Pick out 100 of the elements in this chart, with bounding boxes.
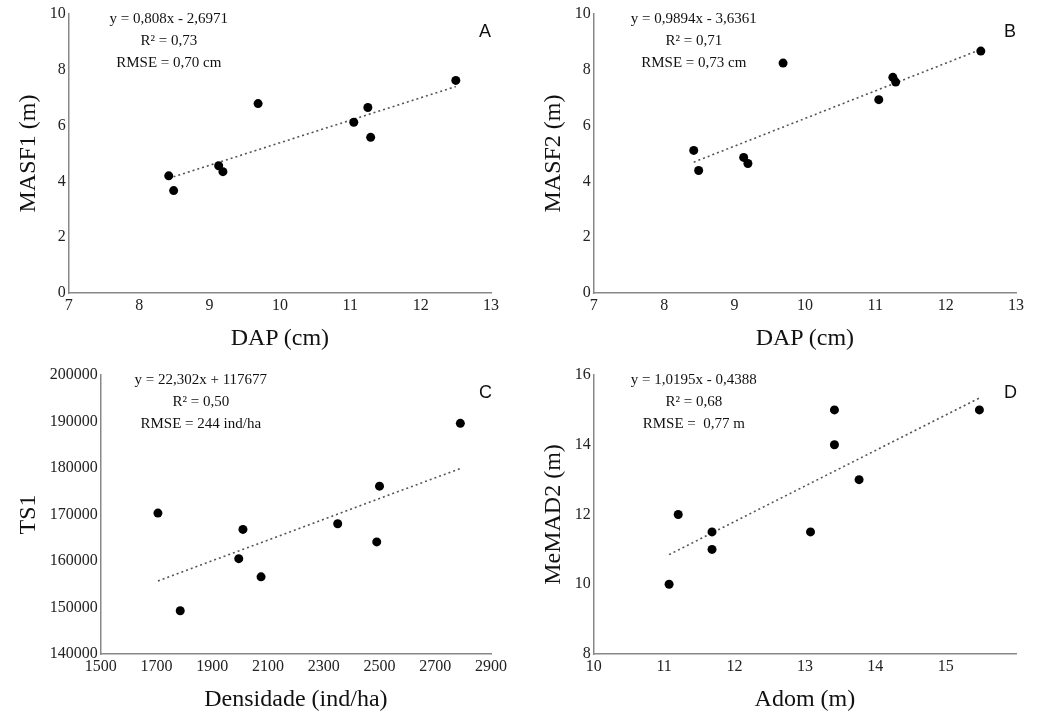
point xyxy=(218,167,228,177)
point xyxy=(739,152,749,162)
x-tick-label: 13 xyxy=(483,295,499,313)
x-axis-title: DAP (cm) xyxy=(230,323,330,350)
point xyxy=(874,95,884,105)
annotation: y = 1,0195x - 0,4388 xyxy=(630,370,757,387)
point xyxy=(829,440,839,450)
y-tick-label: 6 xyxy=(582,115,591,133)
x-tick-label: 1700 xyxy=(140,656,173,674)
x-tick-label: 10 xyxy=(271,295,288,313)
point xyxy=(333,519,343,529)
y-axis-title: MASF2 (m) xyxy=(538,94,565,213)
x-tick-label: 7 xyxy=(64,295,73,313)
point xyxy=(976,46,986,56)
annotation: RMSE = 0,77 m xyxy=(642,414,746,431)
point xyxy=(451,75,461,85)
x-tick-label: 9 xyxy=(205,295,214,313)
point xyxy=(175,606,185,616)
annotation: y = 22,302x + 117677 xyxy=(134,370,268,387)
y-tick-label: 6 xyxy=(57,115,66,133)
y-axis-title: MASF1 (m) xyxy=(13,94,40,213)
point xyxy=(455,418,465,428)
annotation: RMSE = 244 ind/ha xyxy=(140,414,262,431)
annotation: R² = 0,68 xyxy=(665,392,723,409)
x-axis-title: Adom (m) xyxy=(754,684,856,711)
point xyxy=(164,171,174,181)
x-tick-label: 2500 xyxy=(363,656,396,674)
point xyxy=(694,166,704,176)
y-tick-label: 160000 xyxy=(49,551,98,569)
y-axis-title: TS1 xyxy=(13,494,40,535)
annotation: C xyxy=(479,381,492,402)
x-tick-label: 11 xyxy=(867,295,883,313)
point xyxy=(707,544,717,554)
annotation: R² = 0,50 xyxy=(172,392,230,409)
x-tick-label: 13 xyxy=(796,656,813,674)
point xyxy=(974,405,984,415)
x-tick-label: 2300 xyxy=(307,656,340,674)
point xyxy=(743,159,753,169)
y-tick-label: 4 xyxy=(582,171,591,189)
y-tick-label: 16 xyxy=(574,365,591,383)
y-tick-label: 180000 xyxy=(49,458,98,476)
x-tick-label: 1900 xyxy=(196,656,229,674)
annotation: R² = 0,71 xyxy=(665,31,723,48)
y-tick-label: 2 xyxy=(57,227,66,245)
x-tick-label: 11 xyxy=(342,295,358,313)
y-tick-label: 4 xyxy=(57,171,66,189)
x-axis-title: DAP (cm) xyxy=(755,323,855,350)
x-tick-label: 2700 xyxy=(419,656,452,674)
x-tick-label: 8 xyxy=(660,295,669,313)
y-tick-label: 14 xyxy=(574,434,591,452)
y-tick-label: 190000 xyxy=(49,411,98,429)
annotation: RMSE = 0,73 cm xyxy=(641,53,747,70)
y-tick-label: 10 xyxy=(574,574,591,592)
point xyxy=(778,58,788,68)
point xyxy=(372,537,382,547)
annotation: B xyxy=(1004,20,1017,41)
annotation: A xyxy=(479,20,492,41)
point xyxy=(238,524,248,534)
x-tick-label: 10 xyxy=(796,295,813,313)
point xyxy=(854,475,864,485)
point xyxy=(363,102,373,112)
x-tick-label: 12 xyxy=(726,656,743,674)
annotation: R² = 0,73 xyxy=(140,31,198,48)
point xyxy=(366,132,376,142)
y-tick-label: 8 xyxy=(57,60,66,77)
x-tick-label: 12 xyxy=(412,295,429,313)
point xyxy=(829,405,839,415)
point xyxy=(214,161,224,171)
point xyxy=(806,527,816,537)
y-tick-label: 150000 xyxy=(49,597,98,615)
point xyxy=(689,145,699,155)
x-axis-title: Densidade (ind/ha) xyxy=(204,684,388,711)
point xyxy=(375,481,385,491)
point xyxy=(891,77,901,87)
point xyxy=(153,508,163,518)
annotation: y = 0,9894x - 3,6361 xyxy=(630,9,757,26)
point xyxy=(673,510,683,519)
x-tick-label: 7 xyxy=(589,295,598,313)
point xyxy=(256,572,266,582)
y-tick-label: 2 xyxy=(582,227,591,245)
point xyxy=(349,117,359,127)
y-tick-label: 200000 xyxy=(49,365,98,383)
x-tick-label: 11 xyxy=(656,656,672,674)
annotation: D xyxy=(1004,381,1017,402)
annotation: RMSE = 0,70 cm xyxy=(116,53,222,70)
y-tick-label: 10 xyxy=(49,4,66,22)
x-tick-label: 2100 xyxy=(252,656,285,674)
x-tick-label: 14 xyxy=(867,656,884,674)
point xyxy=(169,186,179,196)
y-tick-label: 8 xyxy=(582,60,591,77)
y-tick-label: 12 xyxy=(574,504,591,522)
x-tick-label: 2900 xyxy=(475,656,507,674)
x-tick-label: 8 xyxy=(135,295,144,313)
y-tick-label: 10 xyxy=(574,4,591,22)
annotation: y = 0,808x - 2,6971 xyxy=(109,9,229,26)
point xyxy=(234,554,244,564)
y-tick-label: 0 xyxy=(582,283,591,301)
y-axis-title: MeMAD2 (m) xyxy=(538,444,565,585)
y-tick-label: 0 xyxy=(57,283,66,301)
x-tick-label: 15 xyxy=(937,656,954,674)
